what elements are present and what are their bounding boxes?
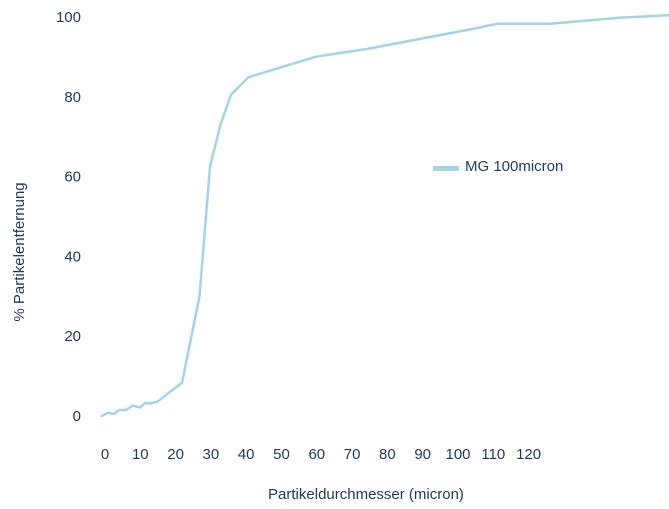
data-point [219,124,222,126]
x-axis-ticks: 0 10 20 30 40 50 60 70 80 90 100 110 120 [101,446,541,463]
x-tick-label: 30 [203,446,220,463]
data-point [419,38,421,40]
legend-swatch-mg-100micron [433,166,459,171]
x-tick-label: 120 [516,446,541,463]
data-point [107,412,110,414]
data-point [100,415,103,417]
data-point [163,395,166,397]
x-tick-label: 80 [379,446,396,463]
data-point [230,94,232,96]
series-layer [100,13,669,418]
x-tick-label: 10 [132,446,149,463]
x-tick-label: 60 [308,446,325,463]
legend: MG 100micron [433,158,563,175]
x-tick-label: 100 [445,446,470,463]
x-tick-label: 70 [344,446,361,463]
y-axis-title: % Partikelentfernung [11,182,28,321]
data-point [496,23,498,25]
x-tick-label: 0 [101,446,109,463]
data-point [113,413,115,415]
x-tick-label: 50 [273,446,290,463]
x-tick-label: 110 [481,446,505,463]
data-point [314,56,316,58]
series-line-mg-100micron [100,13,669,418]
data-point [209,166,211,168]
x-tick-label: 40 [238,446,255,463]
data-point [471,28,474,30]
data-point [132,405,134,407]
data-point [118,409,120,411]
data-point [149,403,152,405]
data-point [144,402,146,404]
x-axis-title: Partikeldurchmesser (micron) [268,486,464,503]
y-tick-label: 80 [64,89,81,106]
data-point [125,409,127,411]
data-point [366,48,369,50]
y-tick-label: 100 [56,9,81,26]
data-point [139,407,141,409]
y-tick-label: 0 [73,408,81,425]
data-point [548,23,551,25]
y-tick-label: 40 [64,248,81,265]
data-point [247,76,250,78]
data-point [181,382,183,384]
data-point [618,17,621,19]
legend-label-mg-100micron: MG 100micron [465,158,563,175]
data-point [198,295,201,297]
y-tick-label: 60 [64,169,81,186]
y-axis-ticks: 0 20 40 60 80 100 [56,9,81,425]
x-tick-label: 20 [167,446,184,463]
data-point [156,401,159,403]
y-tick-label: 20 [64,328,81,345]
x-tick-label: 90 [414,446,431,463]
